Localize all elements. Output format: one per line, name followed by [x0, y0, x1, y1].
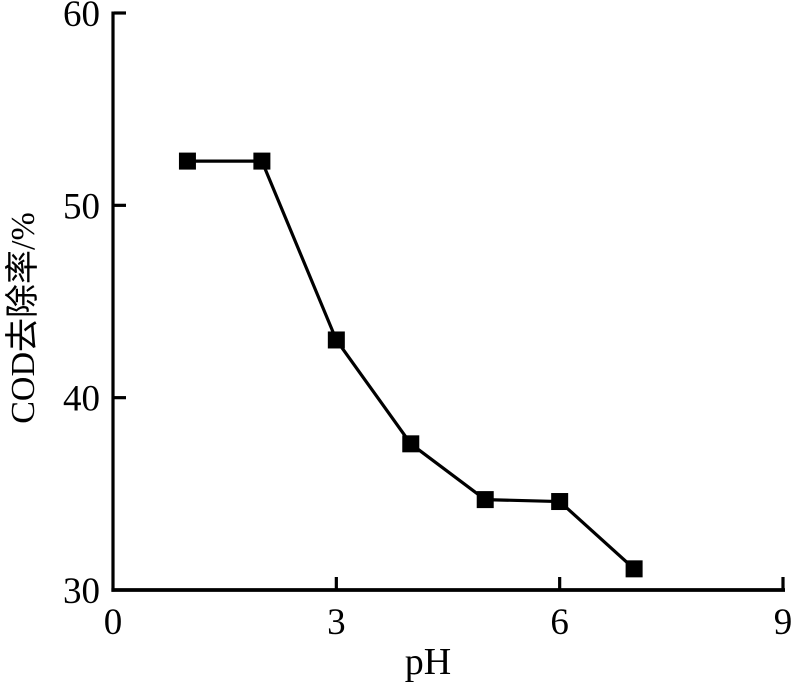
- y-axis-title: COD去除率/%: [4, 212, 42, 424]
- y-tick-label: 40: [63, 379, 100, 420]
- y-tick-label: 60: [63, 0, 100, 35]
- x-tick-label: 0: [104, 602, 123, 643]
- data-point-marker: [178, 152, 196, 170]
- data-point-marker: [402, 435, 420, 453]
- x-axis-title: pH: [405, 641, 451, 683]
- y-tick-label: 30: [63, 571, 100, 612]
- data-point-marker: [327, 331, 345, 349]
- data-point-marker: [551, 493, 569, 511]
- x-tick-label: 6: [550, 602, 569, 643]
- x-tick-label: 3: [327, 602, 346, 643]
- axes: [111, 11, 785, 592]
- axis-ticks: [114, 11, 785, 589]
- x-tick-label: 9: [774, 602, 793, 643]
- data-series: [178, 152, 643, 578]
- axis-tick-labels: 0 3 6 9 30 40 50 60: [63, 0, 792, 643]
- data-point-marker: [625, 560, 643, 578]
- data-point-marker: [253, 152, 271, 170]
- data-point-marker: [476, 491, 494, 509]
- y-tick-label: 50: [63, 186, 100, 227]
